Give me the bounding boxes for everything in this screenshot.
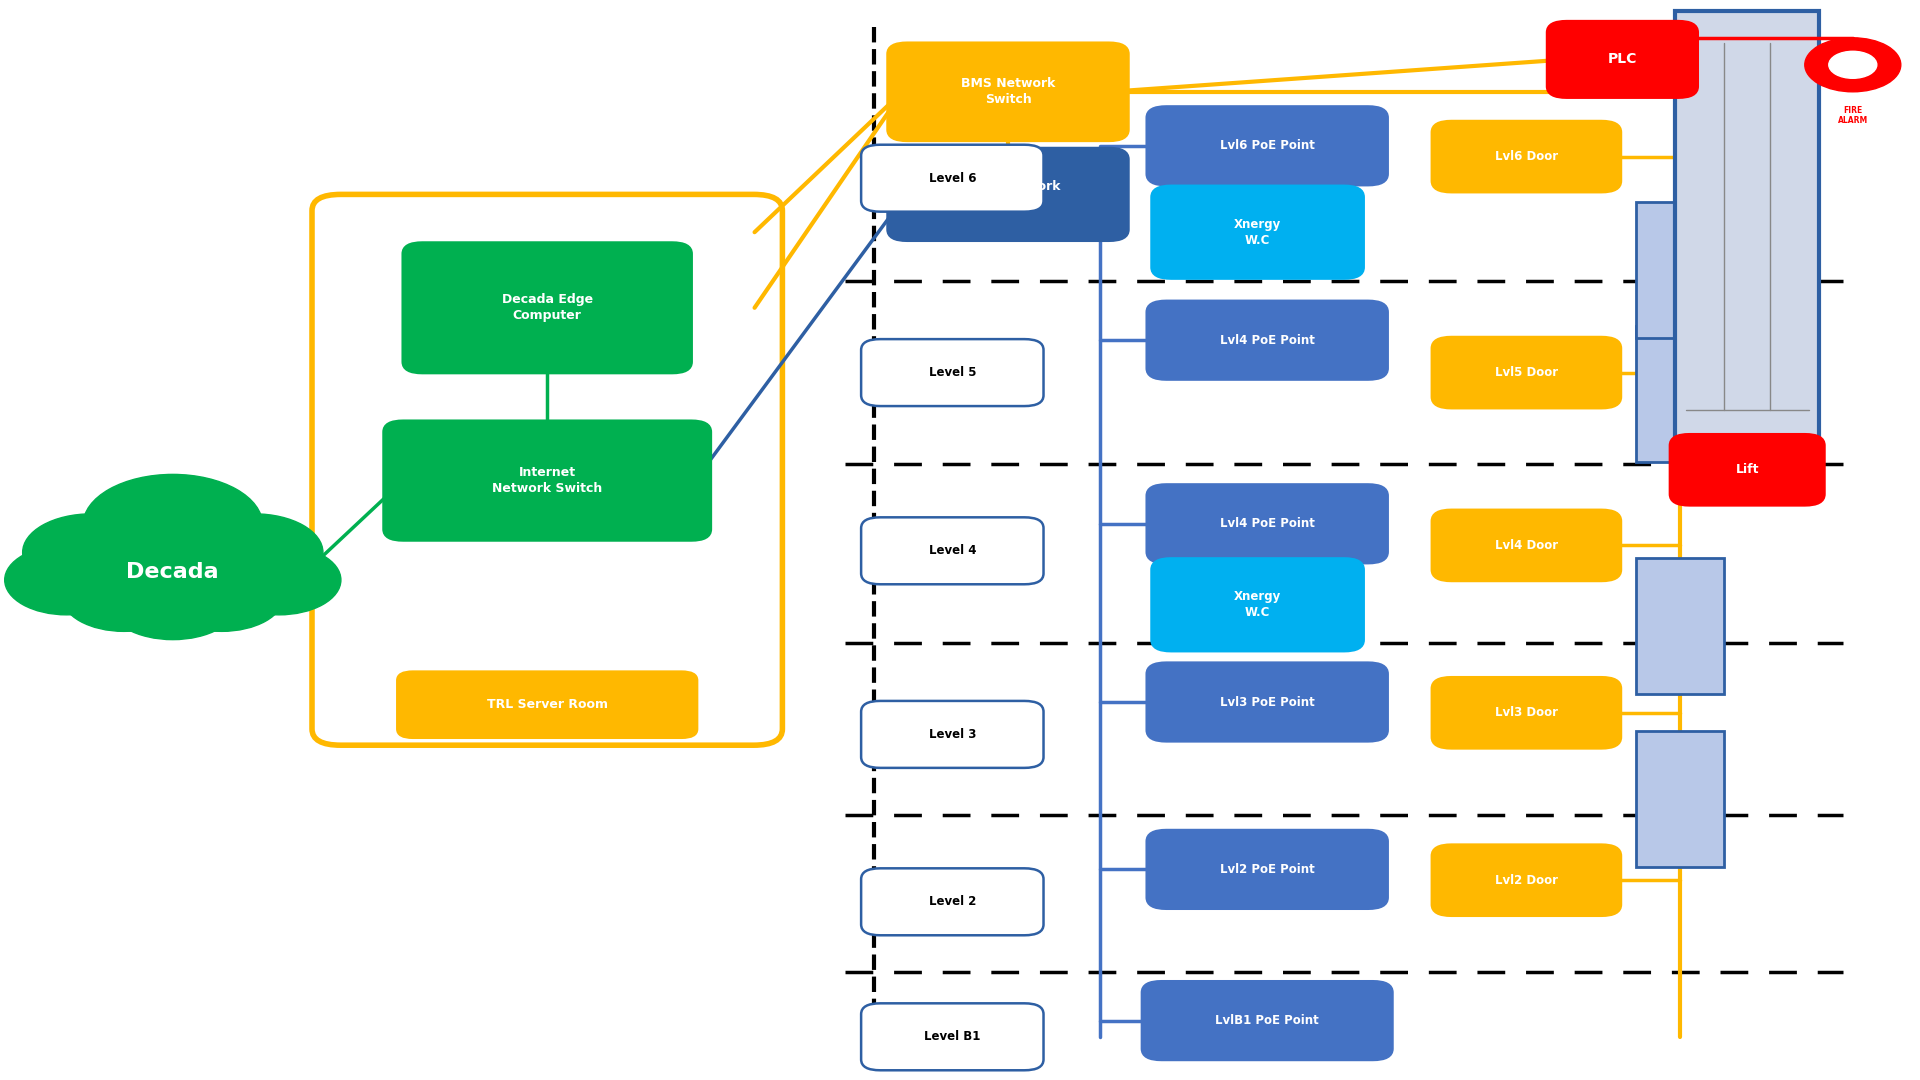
FancyBboxPatch shape xyxy=(1148,301,1386,379)
Circle shape xyxy=(1805,38,1901,92)
Text: LvlB1 PoE Point: LvlB1 PoE Point xyxy=(1215,1014,1319,1027)
Text: Lvl6 PoE Point: Lvl6 PoE Point xyxy=(1219,139,1315,152)
FancyBboxPatch shape xyxy=(1432,511,1620,581)
Text: Level 4: Level 4 xyxy=(929,544,975,557)
FancyBboxPatch shape xyxy=(1636,326,1724,462)
FancyBboxPatch shape xyxy=(887,149,1129,241)
Text: Level 5: Level 5 xyxy=(929,366,975,379)
Text: Lvl5 Door: Lvl5 Door xyxy=(1496,366,1557,379)
FancyBboxPatch shape xyxy=(1148,663,1386,741)
Text: Xnergy
W.C: Xnergy W.C xyxy=(1235,591,1281,619)
Text: FIRE
ALARM: FIRE ALARM xyxy=(1837,106,1868,125)
FancyBboxPatch shape xyxy=(887,43,1129,140)
FancyBboxPatch shape xyxy=(397,672,697,738)
FancyBboxPatch shape xyxy=(1432,845,1620,916)
FancyBboxPatch shape xyxy=(860,1003,1044,1070)
Text: Level B1: Level B1 xyxy=(924,1030,981,1043)
FancyBboxPatch shape xyxy=(403,243,691,373)
FancyBboxPatch shape xyxy=(860,517,1044,584)
FancyBboxPatch shape xyxy=(1432,121,1620,192)
Text: PLC: PLC xyxy=(1607,53,1638,66)
FancyBboxPatch shape xyxy=(860,701,1044,768)
FancyBboxPatch shape xyxy=(1674,11,1820,486)
FancyBboxPatch shape xyxy=(1148,107,1386,185)
FancyBboxPatch shape xyxy=(1636,202,1724,338)
Text: Xnergy
W.C: Xnergy W.C xyxy=(1235,218,1281,246)
Circle shape xyxy=(61,562,186,632)
Circle shape xyxy=(1828,52,1876,79)
Text: Lvl2 PoE Point: Lvl2 PoE Point xyxy=(1219,863,1315,876)
Text: TRL Server Room: TRL Server Room xyxy=(486,698,609,712)
FancyBboxPatch shape xyxy=(1152,186,1363,278)
FancyBboxPatch shape xyxy=(1432,678,1620,747)
Text: Internet
Network Switch: Internet Network Switch xyxy=(492,467,603,495)
FancyBboxPatch shape xyxy=(860,868,1044,935)
Text: BMS Network
Switch: BMS Network Switch xyxy=(960,78,1056,106)
Circle shape xyxy=(159,562,284,632)
Circle shape xyxy=(217,545,342,615)
Text: Lvl6 Door: Lvl6 Door xyxy=(1496,150,1557,163)
FancyBboxPatch shape xyxy=(1636,731,1724,867)
Circle shape xyxy=(23,514,159,591)
Text: Lvl4 Door: Lvl4 Door xyxy=(1496,539,1557,552)
Text: Lift: Lift xyxy=(1736,463,1759,476)
FancyBboxPatch shape xyxy=(1152,559,1363,650)
FancyBboxPatch shape xyxy=(1636,558,1724,694)
Text: Level 6: Level 6 xyxy=(929,172,975,185)
Text: Spare Network
Switch: Spare Network Switch xyxy=(956,180,1060,208)
Text: Lvl3 Door: Lvl3 Door xyxy=(1496,706,1557,719)
Text: Lvl4 PoE Point: Lvl4 PoE Point xyxy=(1219,517,1315,530)
Text: Decada: Decada xyxy=(127,563,219,582)
Text: Lvl3 PoE Point: Lvl3 PoE Point xyxy=(1219,696,1315,708)
FancyBboxPatch shape xyxy=(860,145,1044,212)
FancyBboxPatch shape xyxy=(860,339,1044,406)
Circle shape xyxy=(4,545,129,615)
Text: Level 2: Level 2 xyxy=(929,895,975,908)
FancyBboxPatch shape xyxy=(1148,485,1386,563)
Text: Decada Edge
Computer: Decada Edge Computer xyxy=(501,294,593,322)
Text: Level 3: Level 3 xyxy=(929,728,975,741)
FancyBboxPatch shape xyxy=(311,194,783,745)
Circle shape xyxy=(83,474,263,576)
FancyBboxPatch shape xyxy=(1148,831,1386,908)
Text: Lvl2 Door: Lvl2 Door xyxy=(1496,874,1557,887)
FancyBboxPatch shape xyxy=(384,421,710,540)
Text: Lvl4 PoE Point: Lvl4 PoE Point xyxy=(1219,334,1315,347)
Circle shape xyxy=(186,514,323,591)
Circle shape xyxy=(108,566,238,639)
FancyBboxPatch shape xyxy=(1548,22,1697,97)
FancyBboxPatch shape xyxy=(1142,982,1392,1059)
FancyBboxPatch shape xyxy=(1432,337,1620,407)
FancyBboxPatch shape xyxy=(1670,434,1824,504)
